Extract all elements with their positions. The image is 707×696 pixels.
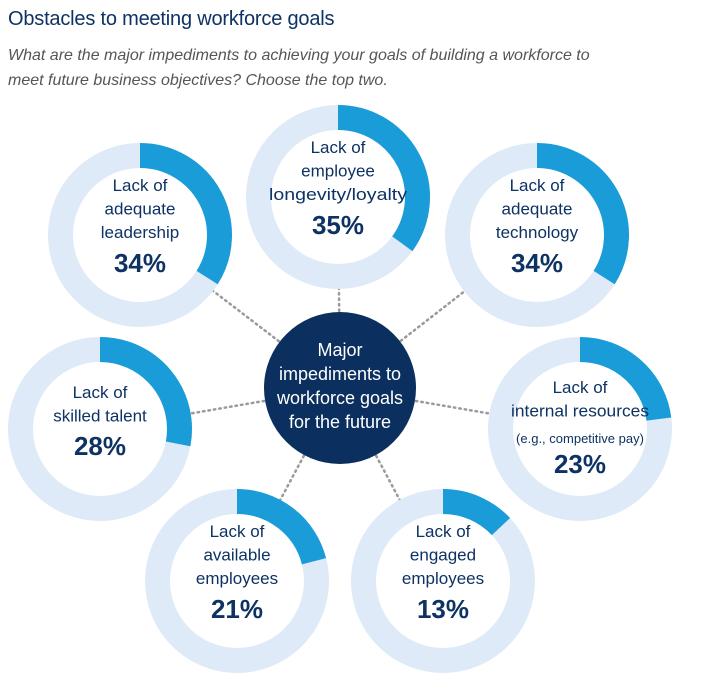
donut-label-line: employees [196, 569, 278, 588]
donut-label-line: employees [402, 569, 484, 588]
donut-label-line: adequate [502, 200, 573, 219]
donut-arc [536, 143, 629, 285]
donut-label-line: technology [496, 223, 579, 242]
center-hub: Major impediments to workforce goals for th… [264, 312, 416, 464]
donut-4: Lack of skilled talent 28% [8, 337, 192, 521]
donut-label-line: Lack of [416, 522, 471, 541]
donut-value-label: 34% [114, 248, 166, 278]
donut-label-line: Lack of [311, 138, 366, 157]
donut-label-line: leadership [101, 223, 179, 242]
donut-background [8, 337, 192, 521]
donut-value-label: 28% [74, 431, 126, 461]
donut-label-line: Lack of [510, 176, 565, 195]
donut-1: Lack of adequate leadership 34% [48, 143, 232, 327]
donut-label-line: Lack of [73, 383, 128, 402]
donut-label-line: Lack of [210, 522, 265, 541]
donut-value-label: 35% [312, 210, 364, 240]
donut-label-line: adequate [105, 200, 176, 219]
donut-value-label: 23% [554, 449, 606, 479]
center-label-line: impediments to [279, 364, 401, 384]
donut-arc [99, 337, 192, 447]
subtitle-line-2: meet future business objectives? Choose … [8, 72, 388, 89]
center-label-line: Major [317, 340, 362, 360]
donut-arc [236, 489, 327, 565]
donut-label-line: available [203, 546, 270, 565]
subtitle-line-1: What are the major impediments to achiev… [8, 47, 590, 64]
donut-5: Lack of internal resources (e.g., competit… [488, 337, 672, 521]
donut-label-line: engaged [410, 546, 476, 565]
donut-background [351, 489, 535, 673]
donut-arc [579, 337, 672, 422]
donut-label-line: Lack of [553, 378, 608, 397]
donut-6: Lack of available employees 21% [145, 489, 329, 673]
center-label-line: for the future [289, 412, 391, 432]
donut-label-line: internal resources [511, 402, 649, 421]
donut-value-label: 21% [211, 594, 263, 624]
donut-value-label: 13% [417, 594, 469, 624]
donut-arc [139, 143, 232, 285]
donut-2: Lack of employee longevity/loyalty 35% [246, 105, 430, 289]
donut-label-line: longevity/loyalty [269, 185, 408, 204]
donut-background [246, 105, 430, 289]
donut-label-line: Lack of [113, 176, 168, 195]
center-circle [264, 312, 416, 464]
donut-background [48, 143, 232, 327]
donut-arc [337, 105, 430, 252]
center-label-line: workforce goals [276, 388, 403, 408]
donut-value-label: 34% [511, 248, 563, 278]
donut-background [445, 143, 629, 327]
donut-background [488, 337, 672, 521]
donut-label-line: employee [301, 162, 375, 181]
donut-7: Lack of engaged employees 13% [351, 489, 535, 673]
donut-arc [442, 489, 511, 536]
donut-background [145, 489, 329, 673]
donut-label-note: (e.g., competitive pay) [516, 431, 644, 446]
donut-3: Lack of adequate technology 34% [445, 143, 629, 327]
donut-label-line: skilled talent [53, 407, 147, 426]
page-title: Obstacles to meeting workforce goals [8, 8, 335, 30]
